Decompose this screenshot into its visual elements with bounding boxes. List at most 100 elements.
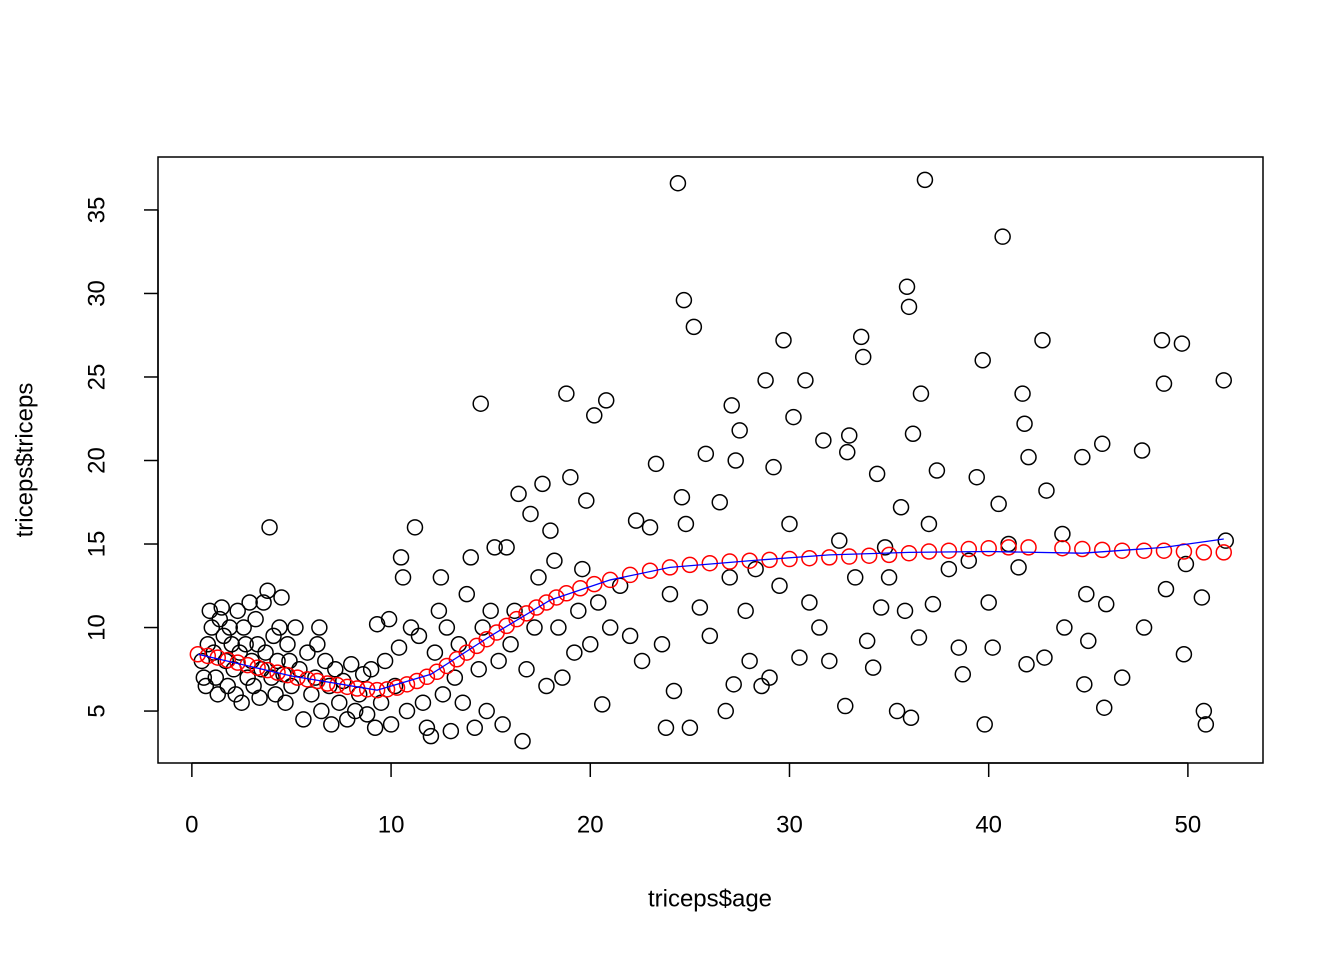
point: [398, 676, 416, 693]
point: [940, 542, 958, 559]
point: [1135, 619, 1153, 636]
point: [1056, 619, 1073, 636]
point: [1197, 716, 1215, 733]
point: [231, 644, 248, 661]
point: [1153, 331, 1171, 349]
point: [621, 566, 639, 584]
point: [954, 666, 972, 683]
point: [900, 298, 918, 316]
point: [215, 627, 232, 645]
point: [279, 635, 296, 653]
point: [430, 602, 448, 620]
point: [197, 677, 215, 695]
point: [327, 661, 344, 678]
point: [432, 569, 450, 586]
point: [261, 519, 278, 536]
point: [974, 352, 991, 369]
point: [508, 610, 525, 628]
point: [534, 475, 551, 493]
point: [199, 635, 217, 653]
point: [1177, 555, 1195, 573]
point: [582, 635, 599, 653]
point: [717, 702, 734, 720]
point: [454, 694, 472, 711]
point: [633, 652, 651, 670]
point: [550, 619, 567, 636]
point: [514, 732, 531, 750]
point: [229, 602, 246, 620]
point: [269, 652, 286, 670]
point: [510, 485, 527, 503]
point: [434, 686, 452, 703]
y-tick-label: 35: [83, 197, 110, 224]
point: [1193, 589, 1211, 606]
point: [342, 656, 360, 673]
point: [259, 582, 276, 600]
point: [494, 716, 511, 733]
point: [213, 599, 230, 616]
point: [811, 619, 828, 636]
point: [386, 677, 404, 695]
point: [338, 711, 356, 728]
point: [1155, 542, 1173, 559]
point: [673, 488, 691, 506]
point: [257, 644, 274, 661]
point: [506, 602, 523, 620]
point: [994, 228, 1011, 245]
point: [518, 661, 535, 678]
point: [566, 644, 583, 661]
point: [757, 372, 774, 389]
point: [199, 647, 217, 665]
point: [1074, 540, 1091, 558]
point: [528, 599, 545, 616]
point: [920, 515, 938, 533]
point: [311, 619, 328, 636]
point: [854, 348, 872, 366]
point: [711, 494, 729, 511]
point: [589, 594, 607, 611]
point: [209, 686, 227, 703]
point: [271, 619, 288, 636]
point: [601, 619, 619, 636]
point: [394, 569, 412, 586]
point: [815, 432, 832, 449]
point: [653, 635, 671, 653]
point: [858, 632, 876, 650]
x-tick-label: 20: [577, 811, 604, 838]
point: [898, 278, 916, 296]
x-tick-label: 40: [975, 811, 1002, 838]
point: [570, 602, 587, 620]
point: [1000, 535, 1017, 553]
point: [876, 539, 894, 556]
point: [255, 594, 272, 611]
point: [530, 569, 547, 586]
point: [697, 445, 715, 463]
point: [229, 654, 246, 671]
point: [781, 515, 798, 533]
point: [368, 615, 386, 633]
point: [221, 619, 238, 636]
point: [597, 392, 615, 409]
point: [801, 594, 818, 611]
point: [418, 719, 436, 737]
point: [578, 492, 595, 509]
point: [1095, 699, 1113, 716]
point: [388, 679, 406, 696]
point: [470, 661, 487, 678]
y-tick-label: 20: [83, 447, 110, 474]
point: [1020, 448, 1037, 466]
point: [912, 385, 930, 402]
point: [781, 550, 798, 568]
point: [647, 455, 665, 473]
point: [323, 716, 340, 733]
point: [408, 672, 426, 690]
point: [366, 719, 384, 737]
y-tick-label: 5: [83, 704, 110, 717]
point: [1054, 539, 1071, 557]
point: [860, 547, 878, 564]
point: [976, 716, 993, 733]
point: [1215, 372, 1233, 389]
point: [601, 571, 619, 589]
y-tick-label: 25: [83, 364, 110, 391]
point: [1093, 541, 1111, 559]
